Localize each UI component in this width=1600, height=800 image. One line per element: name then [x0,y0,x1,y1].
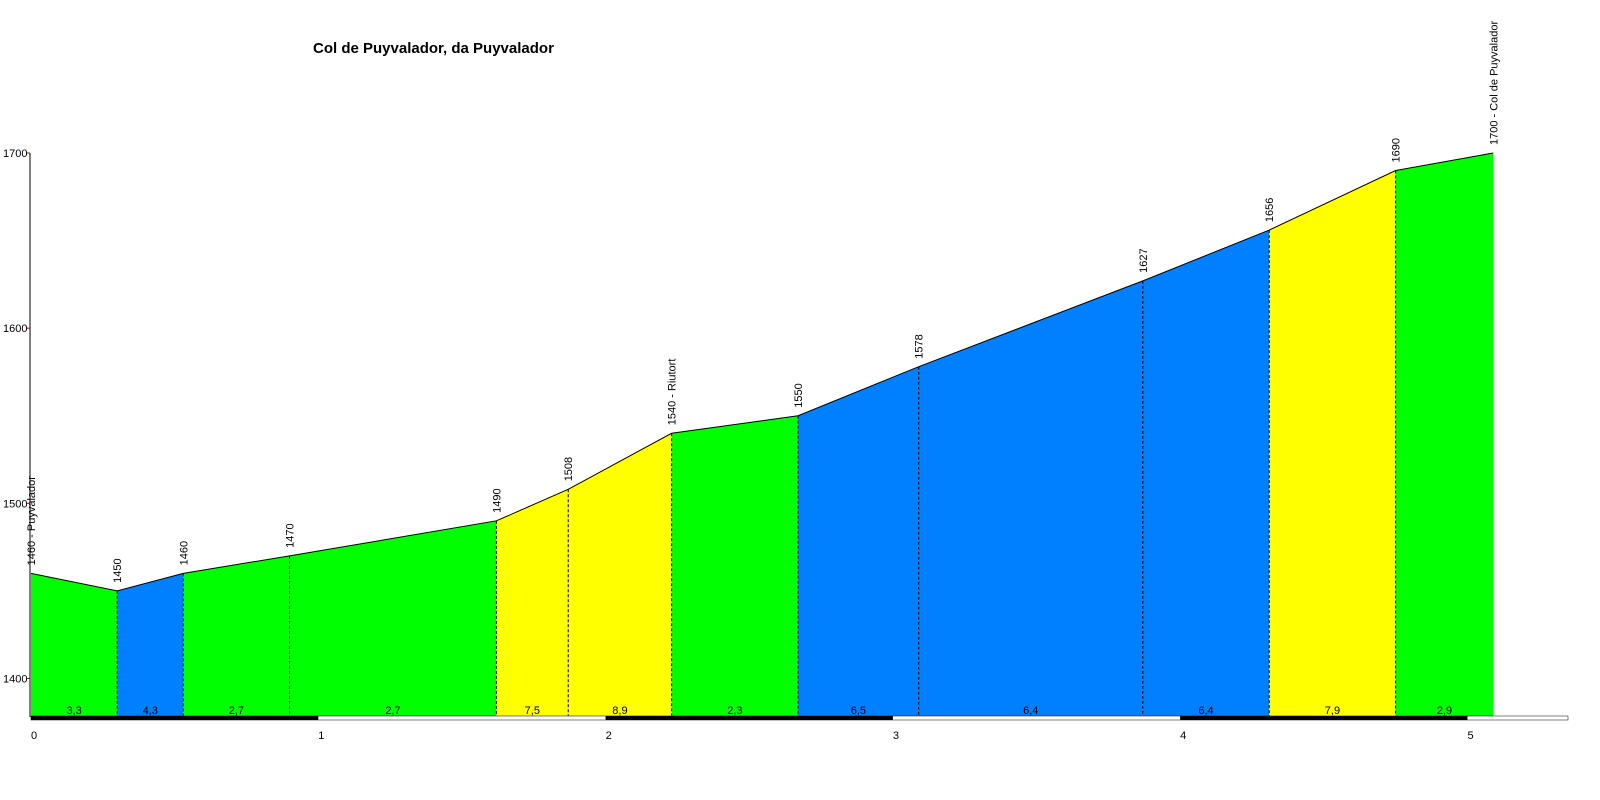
segment [117,573,184,717]
segment-gradient: 7,5 [525,705,540,717]
segment-gradient: 3,3 [66,705,81,717]
segment [568,433,672,717]
segment-gradient: 2,7 [385,705,400,717]
x-tick-label: 5 [1467,730,1473,742]
x-tick-label: 0 [31,730,37,742]
y-tick-label: 1500 [3,498,27,510]
chart-title: Col de Puyvalador, da Puyvalador [313,40,554,57]
x-tick-label: 3 [893,730,899,742]
segment-gradient: 2,9 [1437,705,1452,717]
point-label: 1550 [793,383,805,407]
x-axis-band [1180,716,1468,720]
point-label: 1490 [491,488,503,512]
x-tick-label: 2 [606,730,612,742]
point-label: 1460 [178,541,190,565]
segment [671,415,799,717]
segment-gradient: 8,9 [612,705,627,717]
segment-gradient: 6,4 [1198,705,1213,717]
segment [1395,153,1494,717]
x-tick-label: 4 [1180,730,1186,742]
segment [798,366,919,717]
segment-gradient: 4,3 [143,705,158,717]
segment-gradient: 2,7 [229,705,244,717]
segment-gradient: 7,9 [1325,705,1340,717]
point-label: 1578 [914,334,926,358]
point-label: 1690 [1391,138,1403,162]
y-tick-label: 1700 [3,148,27,160]
segment [31,573,118,717]
segment [1142,230,1270,717]
x-axis-band [605,716,893,720]
x-axis-band [31,716,319,720]
segment [918,280,1143,717]
point-label: 1700 - Col de Puyvalador [1488,21,1500,145]
segment [183,555,290,717]
profile-line [30,152,1494,592]
point-label: 1627 [1138,248,1150,272]
point-label: 1540 - Riutort [667,359,679,426]
segment-gradient: 6,4 [1023,705,1038,717]
segment-gradient: 2,3 [727,705,742,717]
segment [1269,170,1396,718]
segment [289,520,497,717]
segment-gradient: 6,5 [851,705,866,717]
point-label: 1508 [563,457,575,481]
point-label: 1450 [112,558,124,582]
y-tick-label: 1600 [3,323,27,335]
point-label: 1470 [285,523,297,547]
point-label: 1460 - Puyvalador [26,476,38,566]
x-tick-label: 1 [318,730,324,742]
point-label: 1656 [1264,198,1276,222]
y-tick-label: 1400 [3,673,27,685]
segment [496,489,569,717]
